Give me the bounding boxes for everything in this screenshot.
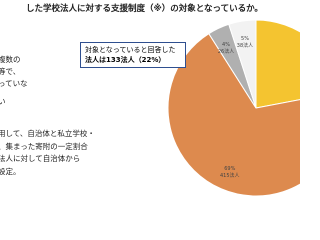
body-line: 設定。 xyxy=(0,167,21,176)
callout: 対象となっていると回答した 法人は133法人（22%） xyxy=(80,42,186,68)
callout-line: 法人は133法人（22%） xyxy=(85,56,166,64)
pie-chart: 69%415法人 4%26法人 5%38法人 xyxy=(167,19,300,197)
page: 69% 415法人 4% 26法人 5% 38法人 した学校法人に対する支援制度（※）の対… xyxy=(0,4,300,197)
body-line: 法人に対して自治体から xyxy=(0,154,81,163)
slice-count: 26法人 xyxy=(218,48,234,55)
pie-slice xyxy=(255,19,300,109)
pie-slice xyxy=(228,19,257,109)
slice-count: 415法人 xyxy=(220,172,240,179)
body-line: 等で、 xyxy=(0,67,21,76)
body-line: 、集まった寄附の一定割合 xyxy=(0,142,88,151)
pie-slice xyxy=(167,33,300,197)
body-line: い xyxy=(0,97,6,106)
body-line: 用して、自治体と私立学校・ xyxy=(0,129,95,138)
slice-count: 38法人 xyxy=(237,42,253,49)
slice-label: 5% xyxy=(241,36,249,42)
callout-line: 対象となっていると回答した xyxy=(85,46,176,54)
body-line: 複数の xyxy=(0,55,21,64)
body-line: っていな xyxy=(0,79,28,88)
slice-label: 4% xyxy=(222,42,230,48)
title: した学校法人に対する支援制度（※）の対象となっているか。 xyxy=(26,4,263,14)
slice-label: 69% xyxy=(224,166,235,172)
